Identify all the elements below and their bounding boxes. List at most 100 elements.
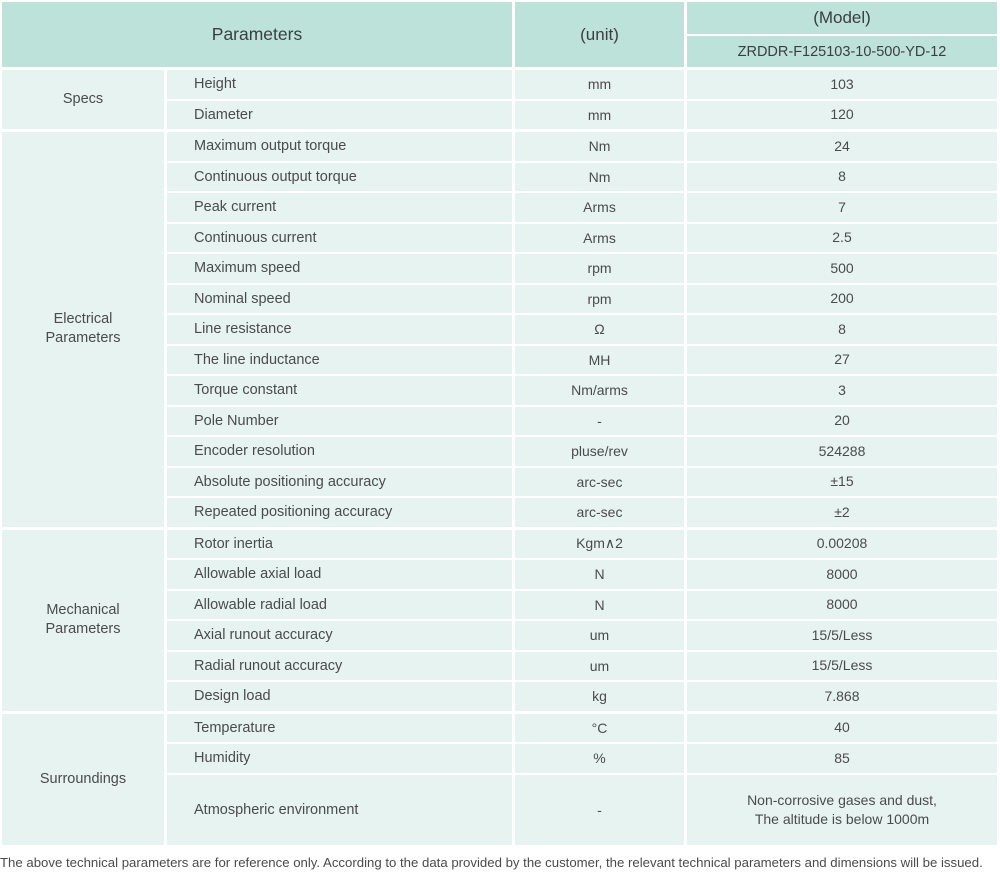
unit-cell: - (515, 406, 684, 435)
table-row: The line inductance MH 27 (167, 345, 997, 374)
section-label: Specs (62, 91, 104, 108)
unit-value: mm (587, 106, 612, 123)
unit-cell: Kgm∧2 (515, 529, 684, 558)
unit-value: Nm (588, 138, 611, 155)
parameter-name: Encoder resolution (194, 443, 315, 460)
model-value-cell: 500 (687, 254, 997, 283)
table-row: Allowable radial load N 8000 (167, 590, 997, 619)
unit-value: mm (587, 76, 612, 93)
table-row: Continuous current Arms 2.5 (167, 223, 997, 252)
parameter-name-cell: Design load (167, 682, 512, 711)
parameter-name: Humidity (194, 750, 251, 767)
parameter-value: 20 (834, 412, 850, 429)
table-row: Allowable axial load N 8000 (167, 560, 997, 589)
parameter-value: 0.00208 (816, 535, 868, 552)
header-model-label-cell: (Model) (687, 2, 997, 35)
parameter-name: Repeated positioning accuracy (194, 504, 393, 521)
model-value-cell: 120 (687, 100, 997, 129)
parameter-value: 103 (830, 75, 854, 92)
header-cell-parameters: Parameters (2, 2, 512, 67)
table-row: Atmospheric environment - Non-corrosive … (167, 774, 997, 845)
parameter-value: 24 (834, 137, 850, 154)
unit-value: rpm (587, 290, 612, 307)
unit-value: Kgm∧2 (576, 535, 623, 552)
parameter-value: ±2 (834, 503, 850, 520)
parameter-value: 524288 (818, 442, 866, 459)
model-value-cell: ±2 (687, 498, 997, 527)
section-rows: Rotor inertia Kgm∧2 0.00208 Allowable ax… (167, 529, 997, 711)
model-value-cell: 27 (687, 345, 997, 374)
parameter-name: Maximum output torque (194, 138, 347, 155)
section-rows: Maximum output torque Nm 24 Continuous o… (167, 132, 997, 527)
unit-value: N (594, 566, 605, 583)
spec-table: Parameters (unit) (Model) ZRDDR-F125103-… (2, 2, 997, 845)
section-label-cell: Surroundings (2, 713, 164, 845)
parameter-name: Continuous output torque (194, 168, 357, 185)
parameter-value: 15/5/Less (811, 657, 873, 674)
parameter-value: Non-corrosive gases and dust, The altitu… (747, 791, 937, 827)
table-row: Height mm 103 (167, 70, 997, 99)
section-rows: Height mm 103 Diameter mm 120 (167, 70, 997, 129)
model-value-cell: 524288 (687, 437, 997, 466)
header-model-label: (Model) (813, 8, 871, 28)
parameter-name-cell: Allowable radial load (167, 590, 512, 619)
table-section: Electrical Parameters Maximum output tor… (2, 132, 997, 527)
parameter-name-cell: Height (167, 70, 512, 99)
parameter-name: Design load (194, 688, 271, 705)
unit-cell: Nm (515, 162, 684, 191)
unit-value: N (594, 596, 605, 613)
footer-disclaimer: The above technical parameters are for r… (0, 854, 983, 870)
unit-cell: Nm (515, 132, 684, 161)
table-body: Specs Height mm 103 Diameter mm 120 Elec… (2, 70, 997, 845)
unit-cell: mm (515, 100, 684, 129)
parameter-name-cell: Peak current (167, 193, 512, 222)
parameter-value: 7 (838, 198, 846, 215)
parameter-name-cell: Repeated positioning accuracy (167, 498, 512, 527)
table-row: Rotor inertia Kgm∧2 0.00208 (167, 529, 997, 558)
section-label: Mechanical Parameters (45, 602, 121, 637)
parameter-name-cell: Torque constant (167, 376, 512, 405)
parameter-name: Height (194, 76, 236, 93)
table-row: Radial runout accuracy um 15/5/Less (167, 651, 997, 680)
model-value-cell: 8 (687, 162, 997, 191)
table-section: Surroundings Temperature °C 40 Humidity … (2, 713, 997, 845)
table-row: Design load kg 7.868 (167, 682, 997, 711)
parameter-name: Torque constant (194, 382, 298, 399)
model-value-cell: Non-corrosive gases and dust, The altitu… (687, 774, 997, 845)
unit-value: Ω (594, 321, 605, 338)
unit-cell: kg (515, 682, 684, 711)
parameter-name: The line inductance (194, 351, 320, 368)
unit-cell: Arms (515, 193, 684, 222)
model-value-cell: 15/5/Less (687, 651, 997, 680)
unit-cell: rpm (515, 254, 684, 283)
parameter-name-cell: Radial runout accuracy (167, 651, 512, 680)
parameter-name-cell: Maximum speed (167, 254, 512, 283)
parameter-name: Rotor inertia (194, 535, 273, 552)
model-value-cell: 103 (687, 70, 997, 99)
unit-cell: - (515, 774, 684, 845)
parameter-value: 8000 (826, 596, 858, 613)
model-value-cell: 8000 (687, 560, 997, 589)
parameter-name: Pole Number (194, 412, 279, 429)
parameter-value: 8000 (826, 565, 858, 582)
table-row: Diameter mm 120 (167, 100, 997, 129)
model-value-cell: 0.00208 (687, 529, 997, 558)
parameter-value: 2.5 (832, 229, 852, 246)
parameter-name: Maximum speed (194, 260, 301, 277)
unit-cell: um (515, 621, 684, 650)
parameter-name-cell: Nominal speed (167, 284, 512, 313)
header-unit-label: (unit) (580, 24, 619, 44)
model-value-cell: 8 (687, 315, 997, 344)
parameter-name-cell: Atmospheric environment (167, 774, 512, 845)
parameter-name: Nominal speed (194, 290, 291, 307)
unit-cell: °C (515, 713, 684, 742)
unit-cell: pluse/rev (515, 437, 684, 466)
unit-value: Nm (588, 168, 611, 185)
unit-value: - (597, 412, 602, 429)
table-row: Axial runout accuracy um 15/5/Less (167, 621, 997, 650)
parameter-name: Peak current (194, 199, 277, 216)
unit-cell: Arms (515, 223, 684, 252)
unit-value: kg (592, 688, 607, 705)
section-label-cell: Specs (2, 70, 164, 129)
